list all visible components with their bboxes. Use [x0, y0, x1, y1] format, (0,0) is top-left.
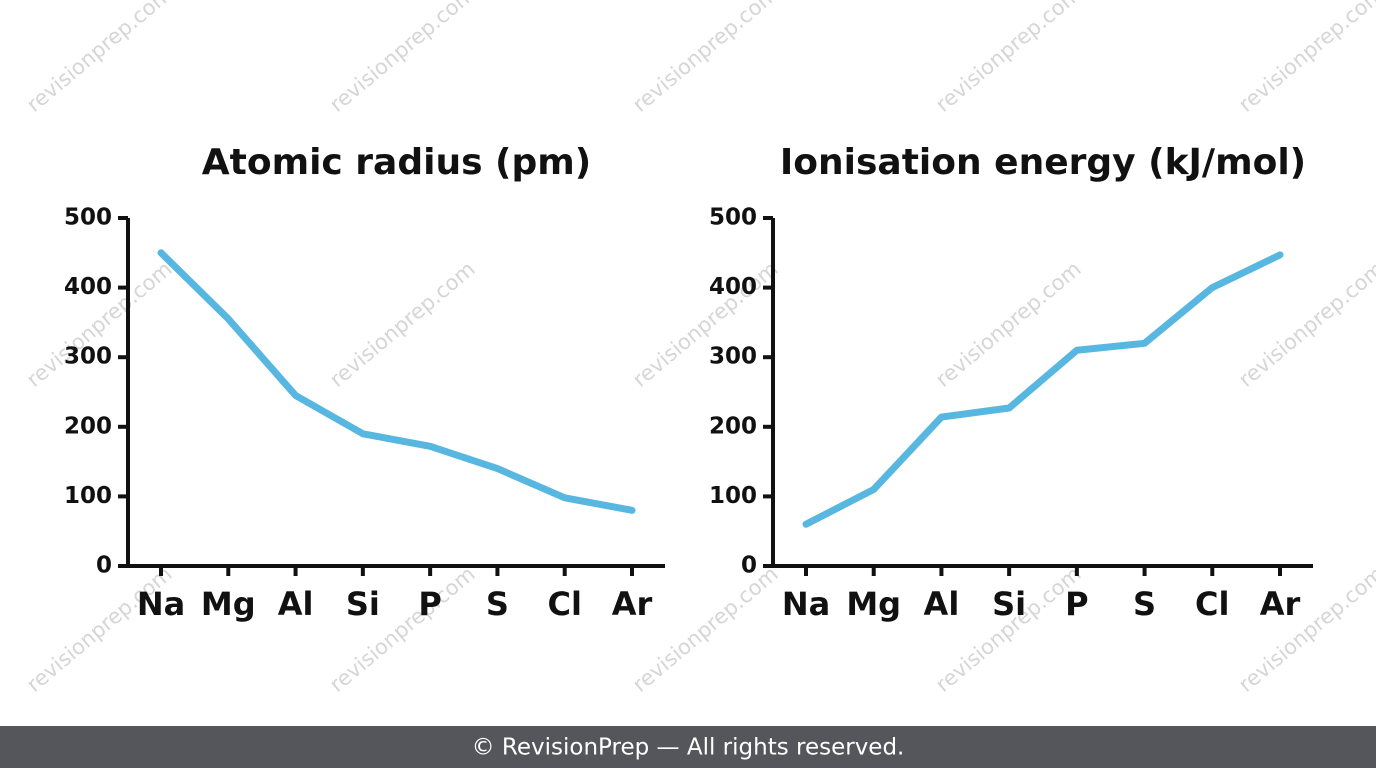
x-tick-label: Al	[278, 585, 314, 623]
x-tick-label: Si	[346, 585, 380, 623]
chart-title: Atomic radius (pm)	[202, 142, 591, 183]
y-tick-label: 0	[96, 553, 112, 579]
footer-text: © RevisionPrep — All rights reserved.	[472, 735, 905, 761]
watermark: revisionprep.com	[628, 257, 783, 392]
watermark: revisionprep.com	[931, 562, 1086, 697]
watermark: revisionprep.com	[22, 0, 177, 117]
footer-bar	[0, 726, 1376, 768]
watermark: revisionprep.com	[325, 257, 480, 392]
x-tick-label: S	[486, 585, 509, 623]
x-tick-label: Mg	[201, 585, 256, 623]
data-line	[802, 251, 1284, 528]
watermark: revisionprep.com	[628, 562, 783, 697]
x-tick-label: Cl	[1195, 585, 1229, 623]
x-tick-label: P	[418, 585, 441, 623]
watermark: revisionprep.com	[325, 562, 480, 697]
x-tick-label: Ar	[1260, 585, 1301, 623]
x-tick-label: Ar	[612, 585, 653, 623]
watermark: revisionprep.com	[1234, 257, 1376, 392]
x-tick-label: Cl	[547, 585, 581, 623]
watermark: revisionprep.com	[628, 0, 783, 117]
y-tick-label: 200	[64, 413, 112, 439]
y-tick-label: 400	[64, 274, 112, 300]
y-tick-label: 100	[709, 483, 757, 509]
y-tick-label: 500	[709, 205, 757, 231]
y-tick-label: 300	[709, 344, 757, 370]
x-tick-label: Na	[782, 585, 830, 623]
x-tick-label: Mg	[846, 585, 901, 623]
x-tick-label: Al	[924, 585, 960, 623]
x-tick-label: S	[1133, 585, 1156, 623]
y-tick-label: 400	[709, 274, 757, 300]
y-tick-label: 0	[741, 553, 757, 579]
watermark: revisionprep.com	[931, 257, 1086, 392]
watermark: revisionprep.com	[325, 0, 480, 117]
x-tick-label: Na	[137, 585, 185, 623]
watermark: revisionprep.com	[1234, 0, 1376, 117]
watermark: revisionprep.com	[22, 562, 177, 697]
y-tick-label: 200	[709, 413, 757, 439]
y-tick-label: 300	[64, 344, 112, 370]
chart-title: Ionisation energy (kJ/mol)	[780, 142, 1306, 183]
x-tick-label: Si	[992, 585, 1026, 623]
watermark: revisionprep.com	[1234, 562, 1376, 697]
x-tick-label: P	[1065, 585, 1088, 623]
y-tick-label: 500	[64, 205, 112, 231]
y-tick-label: 100	[64, 483, 112, 509]
charts: Atomic radius (pm) 0 100 200 300 400 500 Na Mg Al…	[64, 142, 1313, 623]
data-line	[157, 249, 636, 514]
watermark: revisionprep.com	[931, 0, 1086, 117]
